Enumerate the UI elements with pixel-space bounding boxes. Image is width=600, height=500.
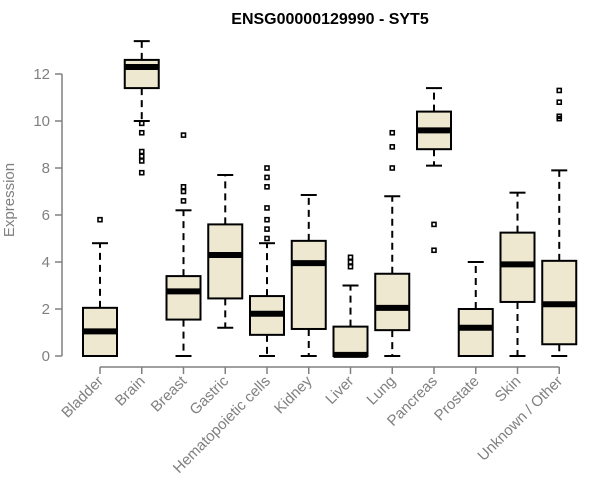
outlier-point [264, 216, 270, 223]
outlier-point [264, 205, 270, 211]
box-gastric [207, 174, 244, 329]
y-tick-label: 12 [33, 66, 50, 83]
outlier-point [180, 188, 187, 195]
outlier-point [556, 113, 563, 120]
plot-area [82, 40, 578, 358]
box-pancreas [416, 87, 452, 254]
outlier-point [180, 184, 187, 190]
outlier-point [556, 99, 563, 105]
outlier-point [138, 158, 145, 164]
outlier-point [347, 263, 354, 270]
outlier-point [264, 165, 270, 171]
y-tick-label: 8 [42, 160, 50, 177]
outlier-point [347, 259, 354, 265]
x-tick-label: Breast [148, 372, 191, 415]
outlier-point [138, 120, 145, 127]
outlier-point [264, 226, 270, 232]
x-tick-label: Lung [363, 373, 399, 409]
y-tick-label: 4 [42, 254, 50, 271]
chart-title: ENSG00000129990 - SYT5 [231, 11, 429, 28]
outlier-point [180, 198, 187, 204]
y-axis: 0 2 4 6 8 10 12 [33, 66, 63, 365]
box-skin [499, 191, 536, 357]
outlier-point [264, 184, 270, 190]
iqr-box [374, 272, 411, 332]
outlier-point [347, 254, 354, 261]
box-unknown-other [541, 87, 578, 357]
outlier-point [97, 216, 103, 223]
y-tick-label: 2 [42, 301, 50, 318]
y-tick-label: 6 [42, 207, 50, 224]
outlier-point [138, 148, 145, 155]
box-lung [374, 129, 411, 357]
x-tick-label: Kidney [271, 372, 316, 417]
x-tick-label: Prostate [431, 373, 483, 425]
outlier-point [556, 87, 563, 94]
y-tick-label: 0 [42, 348, 50, 365]
x-tick-label: Brain [112, 373, 149, 410]
outlier-point [431, 221, 437, 228]
iqr-box [165, 275, 202, 321]
x-tick-label: Bladder [58, 373, 107, 422]
outlier-point [264, 235, 270, 242]
x-tick-label: Liver [322, 373, 357, 408]
iqr-box [207, 223, 244, 300]
box-prostate [457, 261, 494, 357]
outlier-point [138, 169, 145, 176]
box-kidney [290, 194, 327, 357]
outlier-point [138, 153, 145, 160]
y-axis-label: Expression [1, 163, 18, 237]
iqr-box [457, 308, 494, 357]
outlier-point [431, 247, 437, 254]
iqr-box [290, 239, 327, 330]
outlier-point [389, 129, 396, 136]
box-brain [123, 40, 160, 176]
y-tick-label: 10 [33, 113, 50, 130]
box-hematopoietic-cells [249, 165, 285, 357]
x-tick-label: Skin [492, 373, 525, 406]
outlier-point [389, 165, 396, 171]
box-breast [165, 132, 202, 357]
box-liver [332, 254, 369, 358]
outlier-point [389, 144, 396, 150]
outlier-point [264, 174, 270, 181]
outlier-point [180, 132, 187, 138]
outlier-point [138, 129, 145, 136]
iqr-box [332, 325, 369, 357]
box-bladder [82, 216, 118, 358]
